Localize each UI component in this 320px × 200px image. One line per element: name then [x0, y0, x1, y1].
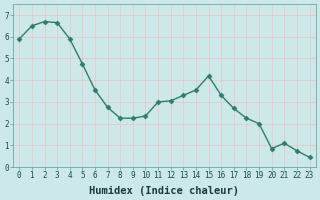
- X-axis label: Humidex (Indice chaleur): Humidex (Indice chaleur): [89, 186, 239, 196]
